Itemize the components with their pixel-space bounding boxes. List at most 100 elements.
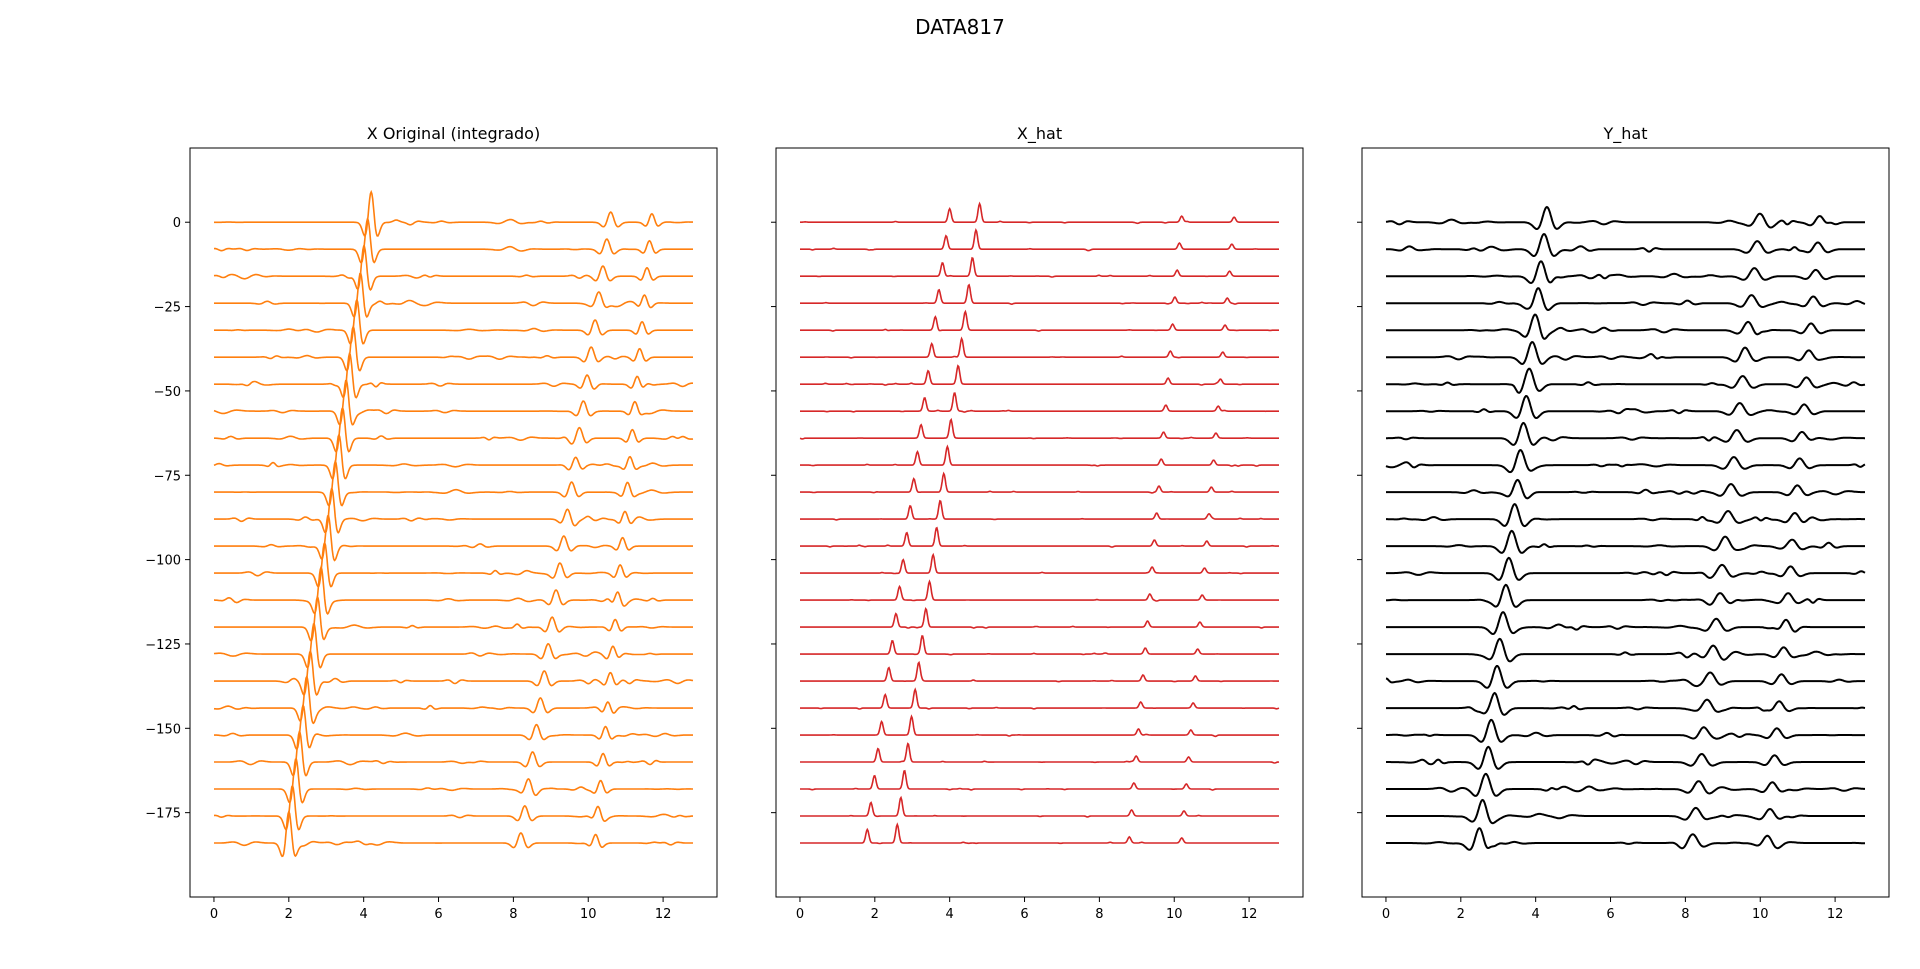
x-tick-label: 12 [655, 907, 672, 922]
trace-18 [800, 660, 1279, 683]
trace-9 [214, 406, 694, 453]
trace-5 [800, 309, 1279, 332]
trace-2 [800, 228, 1279, 252]
trace-11 [1386, 478, 1865, 500]
trace-12 [214, 487, 693, 534]
panel-title-x-original-integrado: X Original (integrado) [367, 124, 540, 143]
trace-3 [800, 256, 1279, 278]
trace-8 [800, 392, 1279, 413]
trace-11 [800, 471, 1279, 494]
trace-16 [1386, 611, 1865, 636]
trace-24 [214, 809, 693, 858]
x-tick-label: 10 [580, 907, 597, 922]
x-tick-label: 8 [509, 907, 517, 922]
trace-10 [213, 432, 693, 480]
trace-4 [800, 283, 1279, 306]
x-tick-label: 8 [1681, 907, 1689, 922]
trace-10 [1385, 449, 1866, 474]
trace-24 [800, 822, 1279, 845]
trace-2 [1386, 233, 1865, 257]
trace-23 [800, 795, 1279, 818]
trace-21 [1386, 745, 1865, 770]
trace-18 [1385, 665, 1865, 689]
trace-4 [1386, 287, 1866, 312]
y-tick-label: −100 [145, 554, 181, 569]
y-tick-label: 0 [173, 216, 181, 231]
x-tick-label: 12 [1241, 907, 1258, 922]
trace-8 [213, 379, 693, 426]
trace-22 [214, 757, 693, 804]
trace-12 [800, 499, 1279, 521]
trace-21 [214, 730, 693, 777]
trace-20 [1386, 718, 1865, 743]
plot-frame [1361, 147, 1890, 898]
trace-21 [800, 742, 1280, 764]
plot-frame [189, 147, 718, 898]
trace-18 [214, 649, 694, 697]
x-tick-label: 10 [1752, 907, 1769, 922]
trace-10 [800, 444, 1279, 467]
trace-19 [800, 687, 1280, 710]
trace-7 [214, 352, 693, 399]
y-tick-label: −25 [154, 301, 181, 316]
trace-11 [214, 459, 693, 507]
trace-14 [214, 540, 693, 588]
trace-15 [1386, 583, 1865, 608]
x-tick-label: 6 [1606, 907, 1614, 922]
trace-6 [1386, 341, 1865, 366]
y-tick-label: −125 [145, 638, 181, 653]
trace-1 [1385, 205, 1865, 230]
trace-19 [213, 674, 693, 725]
y-tick-label: −175 [145, 807, 181, 822]
x-tick-label: 4 [946, 907, 954, 922]
trace-6 [800, 336, 1279, 359]
panel-2: X_hat 0 2 4 6 8 10 12 [771, 124, 1304, 922]
trace-5 [214, 297, 693, 345]
trace-23 [214, 783, 693, 831]
trace-3 [1386, 260, 1865, 285]
trace-24 [1386, 827, 1865, 851]
trace-2 [214, 217, 693, 264]
trace-17 [213, 623, 693, 669]
x-tick-label: 4 [360, 907, 368, 922]
trace-5 [1386, 313, 1865, 340]
figure-title: DATA817 [915, 15, 1005, 39]
traces [1385, 205, 1866, 851]
trace-17 [800, 635, 1279, 656]
x-tick-label: 0 [796, 907, 804, 922]
x-tick-label: 12 [1827, 907, 1844, 922]
trace-20 [214, 703, 693, 750]
x-tick-label: 4 [1532, 907, 1540, 922]
trace-16 [214, 595, 693, 642]
trace-4 [214, 271, 693, 318]
trace-3 [213, 245, 693, 291]
x-tick-label: 2 [871, 907, 879, 922]
y-tick-label: −75 [154, 469, 181, 484]
panel-1: X Original (integrado) 0 2 4 6 8 10 12 0 −25 −50 −7… [145, 124, 718, 922]
trace-6 [214, 324, 693, 372]
traces [213, 189, 694, 858]
trace-17 [1386, 637, 1865, 663]
trace-1 [214, 189, 693, 237]
trace-1 [800, 201, 1279, 225]
trace-13 [1386, 529, 1865, 554]
trace-15 [214, 565, 693, 615]
trace-13 [214, 514, 693, 562]
trace-19 [1386, 691, 1866, 716]
x-tick-label: 8 [1095, 907, 1103, 922]
trace-8 [1386, 394, 1865, 420]
panel-3: Y_hat 0 2 4 6 8 10 12 [1357, 124, 1890, 922]
trace-15 [800, 579, 1279, 602]
trace-7 [1386, 367, 1866, 394]
trace-20 [800, 714, 1279, 738]
trace-14 [1386, 556, 1866, 581]
traces [799, 201, 1280, 845]
trace-22 [800, 769, 1279, 791]
y-tick-label: −50 [154, 385, 181, 400]
trace-12 [1386, 502, 1865, 528]
trace-23 [1386, 798, 1865, 825]
trace-13 [800, 526, 1279, 548]
trace-9 [799, 417, 1279, 440]
x-tick-label: 6 [1020, 907, 1028, 922]
